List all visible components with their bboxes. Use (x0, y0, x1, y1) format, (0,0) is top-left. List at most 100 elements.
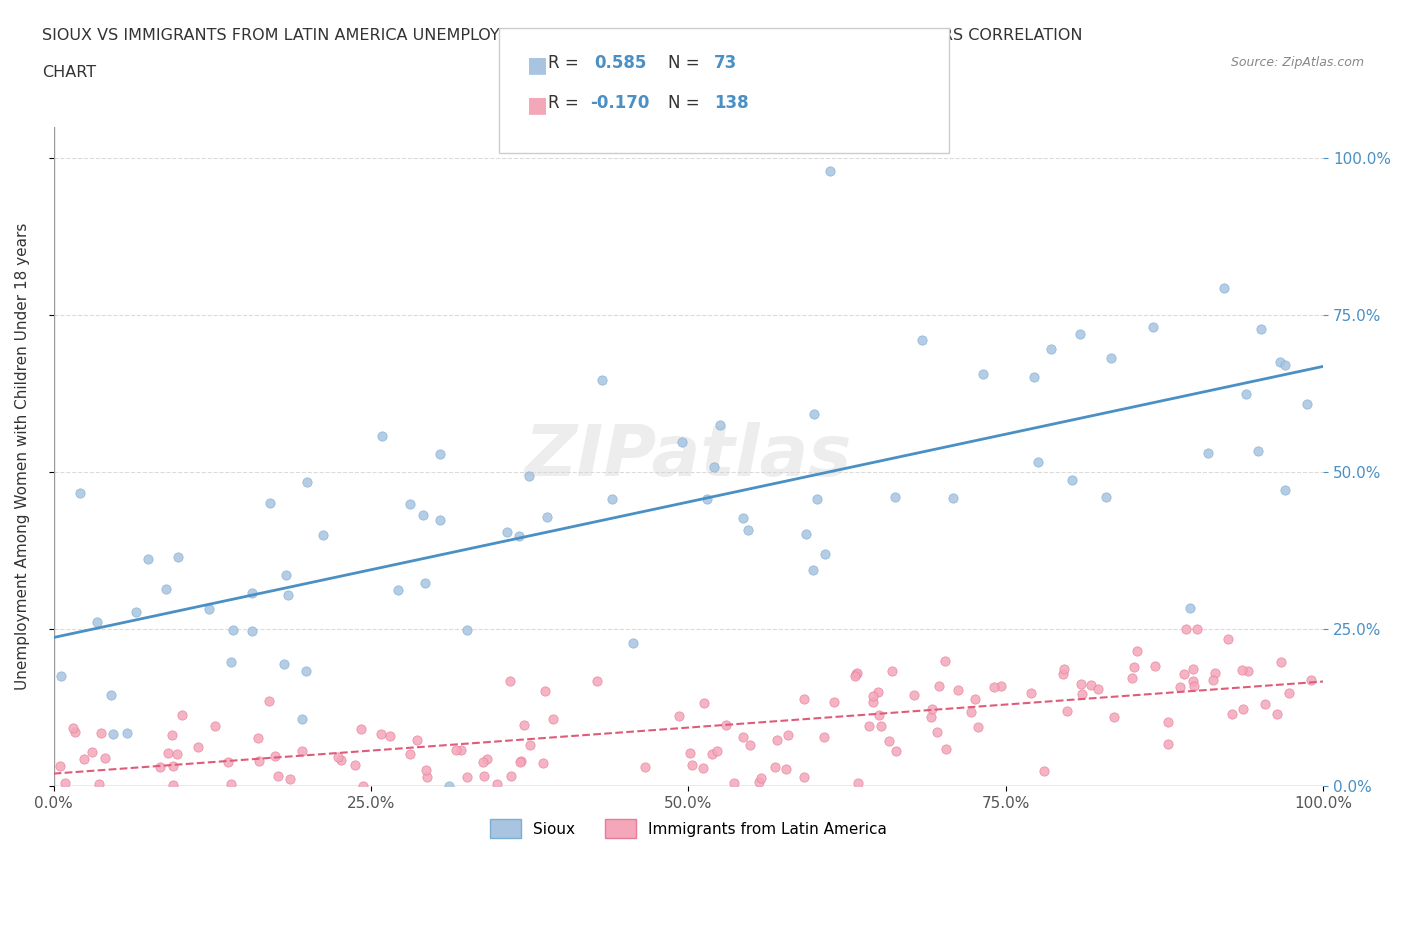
Point (240, 624, 263, 639)
Point (696, 491, 718, 506)
Point (1125, 644, 1147, 658)
Point (162, 777, 184, 792)
Point (399, 497, 422, 512)
Point (731, 729, 754, 744)
Point (844, 669, 866, 684)
Point (541, 711, 564, 726)
Point (387, 582, 409, 597)
Point (371, 429, 394, 444)
Point (157, 746, 180, 761)
Point (942, 491, 965, 506)
Point (794, 526, 817, 541)
Text: SIOUX VS IMMIGRANTS FROM LATIN AMERICA UNEMPLOYMENT AMONG WOMEN WITH CHILDREN UN: SIOUX VS IMMIGRANTS FROM LATIN AMERICA U… (42, 28, 1083, 43)
Point (136, 551, 159, 566)
Point (49, 669, 72, 684)
Point (776, 727, 799, 742)
Point (692, 760, 714, 775)
Point (290, 743, 312, 758)
Point (737, 523, 759, 538)
Text: R =: R = (548, 94, 585, 113)
Point (868, 685, 890, 700)
Point (291, 712, 314, 727)
Point (1070, 677, 1092, 692)
Point (456, 623, 478, 638)
Point (1022, 369, 1045, 384)
Point (197, 602, 219, 617)
Point (204, 718, 226, 733)
Point (276, 568, 298, 583)
Point (273, 657, 295, 671)
Point (412, 508, 434, 523)
Point (967, 720, 990, 735)
Point (747, 774, 769, 789)
Point (921, 702, 943, 717)
Point (429, 512, 451, 527)
Point (1295, 397, 1317, 412)
Point (352, 778, 374, 793)
Text: Source: ZipAtlas.com: Source: ZipAtlas.com (1230, 56, 1364, 69)
Point (531, 755, 554, 770)
Point (221, 777, 243, 791)
Point (862, 688, 884, 703)
Point (312, 527, 335, 542)
Point (172, 708, 194, 723)
Point (1039, 341, 1062, 356)
Point (763, 760, 786, 775)
Point (1099, 351, 1122, 365)
Text: 73: 73 (714, 54, 738, 73)
Point (927, 724, 949, 739)
Point (1121, 671, 1143, 685)
Point (602, 492, 624, 507)
Point (983, 679, 1005, 694)
Point (1232, 701, 1254, 716)
Point (456, 769, 478, 784)
Text: -0.170: -0.170 (591, 94, 650, 113)
Point (1213, 281, 1236, 296)
Point (813, 730, 835, 745)
Point (101, 726, 124, 741)
Point (1019, 686, 1042, 701)
Point (73, 752, 96, 767)
Point (714, 718, 737, 733)
Point (125, 604, 148, 619)
Point (1123, 659, 1146, 674)
Point (1052, 667, 1074, 682)
Point (862, 695, 884, 710)
Point (793, 692, 815, 707)
Point (1143, 658, 1166, 673)
Point (1268, 354, 1291, 369)
Point (1220, 706, 1243, 721)
Point (1173, 667, 1195, 682)
Point (824, 695, 846, 710)
Point (509, 754, 531, 769)
Point (1087, 682, 1109, 697)
Point (723, 776, 745, 790)
Point (413, 575, 436, 590)
Point (90, 725, 112, 740)
Point (69, 485, 91, 500)
Point (49, 759, 72, 774)
Point (903, 687, 925, 702)
Point (277, 587, 299, 602)
Point (1175, 621, 1198, 636)
Point (439, 778, 461, 793)
Point (1069, 326, 1091, 341)
Point (295, 663, 318, 678)
Point (934, 653, 956, 668)
Text: CHART: CHART (42, 65, 96, 80)
Point (1216, 631, 1239, 646)
Text: 138: 138 (714, 94, 749, 113)
Point (1168, 679, 1191, 694)
Point (846, 776, 869, 790)
Text: R =: R = (548, 54, 585, 73)
Point (444, 742, 467, 757)
Point (920, 710, 942, 724)
Point (591, 372, 613, 387)
Point (1071, 686, 1094, 701)
Point (149, 760, 172, 775)
Point (845, 667, 868, 682)
Point (166, 747, 188, 762)
Point (1254, 697, 1277, 711)
Text: 0.585: 0.585 (595, 54, 647, 73)
Point (1178, 601, 1201, 616)
